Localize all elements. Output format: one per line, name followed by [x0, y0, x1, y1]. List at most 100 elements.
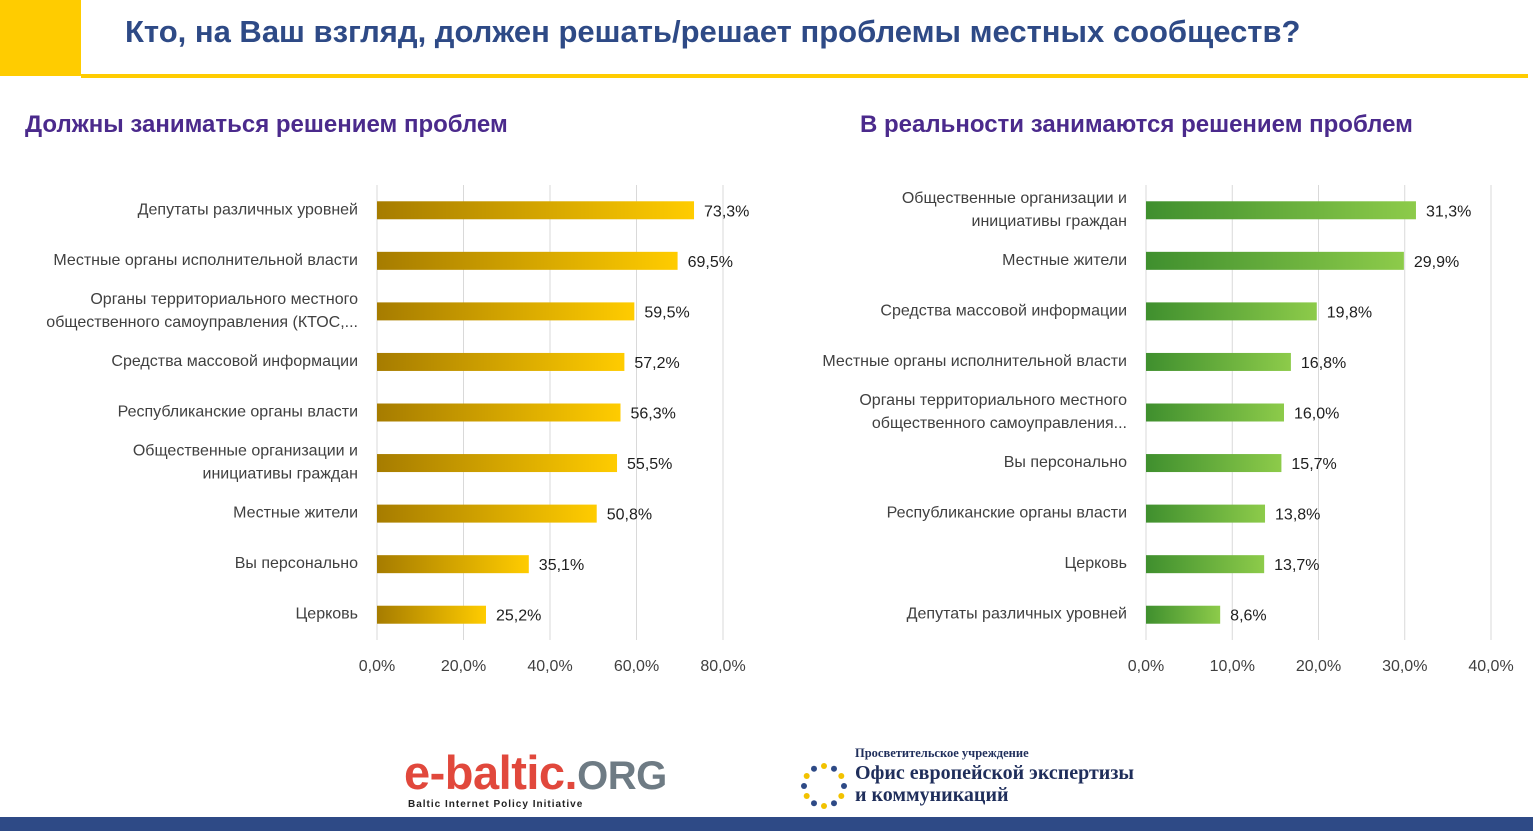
left-category-label-line: Местные органы исполнительной власти — [53, 252, 358, 269]
left-bar — [377, 201, 695, 220]
star-circle-icon — [801, 763, 847, 809]
left-category-label-line: Местные жители — [233, 505, 358, 522]
left-category-label: Церковь — [295, 606, 358, 623]
left-category-label: Местные жители — [233, 505, 358, 522]
right-category-label-line: общественного самоуправления... — [872, 415, 1127, 432]
star-dot — [838, 773, 845, 779]
office-name-line1: Офис европейской экспертизы — [855, 762, 1134, 784]
right-bar — [1146, 454, 1282, 473]
left-value-label: 50,8% — [607, 507, 652, 524]
right-value-label: 19,8% — [1327, 304, 1372, 321]
left-category-label-line: Органы территориального местного — [90, 291, 358, 308]
left-category-label-line: Вы персонально — [235, 555, 358, 572]
right-bar — [1146, 352, 1291, 371]
page-title: Кто, на Ваш взгляд, должен решать/решает… — [125, 14, 1301, 49]
star-dot — [821, 763, 827, 769]
right-category-label-line: Республиканские органы власти — [887, 505, 1127, 522]
left-value-label: 59,5% — [644, 304, 689, 321]
right-category-label-line: Средства массовой информации — [880, 302, 1127, 319]
left-category-label-line: Республиканские органы власти — [118, 404, 358, 421]
right-value-label: 15,7% — [1291, 456, 1336, 473]
right-category-label-line: Общественные организации и — [902, 190, 1127, 207]
left-category-label-line: инициативы граждан — [203, 466, 358, 483]
right-bar — [1146, 605, 1221, 624]
right-value-label: 13,8% — [1275, 507, 1320, 524]
right-category-label-line: Местные органы исполнительной власти — [822, 353, 1127, 370]
right-value-label: 31,3% — [1426, 203, 1471, 220]
right-category-label-line: Местные жители — [1002, 252, 1127, 269]
right-value-label: 29,9% — [1414, 254, 1459, 271]
right-bar — [1146, 251, 1404, 270]
right-bar — [1146, 555, 1265, 574]
office-name-line2: и коммуникаций — [855, 784, 1009, 806]
left-value-label: 55,5% — [627, 456, 672, 473]
left-category-label-line: Церковь — [295, 606, 358, 623]
left-category-label: Общественные организации и инициативы гра… — [133, 443, 358, 483]
bottom-bar — [0, 817, 1533, 831]
right-category-label: Местные жители — [1002, 252, 1127, 269]
right-category-label: Местные органы исполнительной власти — [822, 353, 1127, 370]
right-bar — [1146, 302, 1317, 321]
left-category-label-line: общественного самоуправления (КТОС,... — [46, 314, 358, 331]
left-bar — [377, 454, 618, 473]
title-underline — [81, 74, 1528, 78]
right-category-label-line: Депутаты различных уровней — [907, 606, 1127, 623]
right-tick-label: 40,0% — [1468, 658, 1513, 675]
right-tick-label: 30,0% — [1382, 658, 1427, 675]
right-category-label: Органы территориального местного обществе… — [859, 392, 1127, 432]
right-category-label: Средства массовой информации — [880, 302, 1127, 319]
left-category-label: Республиканские органы власти — [118, 404, 358, 421]
right-value-label: 16,0% — [1294, 406, 1339, 423]
right-bar — [1146, 201, 1416, 220]
right-category-label: Церковь — [1064, 555, 1127, 572]
left-category-label: Депутаты различных уровней — [138, 201, 358, 218]
right-tick-label: 20,0% — [1296, 658, 1341, 675]
left-chart-title: Должны заниматься решением проблем — [25, 111, 508, 138]
ebaltic-logo-main: e-baltic. — [404, 746, 578, 799]
right-bar — [1146, 403, 1284, 422]
left-category-label: Вы персонально — [235, 555, 358, 572]
left-value-label: 69,5% — [688, 254, 733, 271]
right-category-label-line: Органы территориального местного — [859, 392, 1127, 409]
star-dot — [831, 765, 837, 772]
left-bar — [377, 605, 486, 624]
left-tick-label: 40,0% — [527, 658, 572, 675]
star-dot — [841, 783, 847, 789]
left-category-label: Органы территориального местного обществе… — [46, 291, 358, 331]
left-value-label: 57,2% — [634, 355, 679, 372]
right-value-label: 13,7% — [1274, 557, 1319, 574]
star-dot — [801, 783, 807, 789]
ebaltic-tagline: Baltic Internet Policy Initiative — [408, 799, 584, 810]
left-bar — [377, 251, 678, 270]
right-category-label-line: Церковь — [1064, 555, 1127, 572]
ebaltic-logo: e-baltic.ORG Baltic Internet Policy Init… — [404, 746, 667, 811]
right-bar — [1146, 504, 1266, 523]
ebaltic-logo-org: ORG — [577, 754, 667, 798]
star-dot — [811, 765, 817, 772]
right-category-label: Депутаты различных уровней — [907, 606, 1127, 623]
right-category-label-line: инициативы граждан — [972, 213, 1127, 230]
left-bar — [377, 352, 625, 371]
right-tick-label: 10,0% — [1210, 658, 1255, 675]
office-pretitle: Просветительское учреждение — [855, 746, 1029, 760]
left-bar — [377, 555, 529, 574]
left-value-label: 35,1% — [539, 557, 584, 574]
star-dot — [838, 793, 845, 799]
right-category-label: Общественные организации и инициативы гра… — [902, 190, 1127, 230]
left-bar — [377, 504, 597, 523]
left-tick-label: 60,0% — [614, 658, 659, 675]
left-value-label: 25,2% — [496, 608, 541, 625]
left-bar — [377, 403, 621, 422]
left-category-label-line: Общественные организации и — [133, 443, 358, 460]
right-value-label: 8,6% — [1230, 608, 1266, 625]
right-tick-label: 0,0% — [1128, 658, 1164, 675]
title-accent-block — [0, 0, 81, 76]
star-dot — [811, 800, 817, 807]
left-category-label-line: Депутаты различных уровней — [138, 201, 358, 218]
left-bar — [377, 302, 635, 321]
star-dot — [831, 800, 837, 807]
left-tick-label: 80,0% — [700, 658, 745, 675]
left-category-label: Средства массовой информации — [111, 353, 358, 370]
star-dot — [803, 773, 810, 779]
